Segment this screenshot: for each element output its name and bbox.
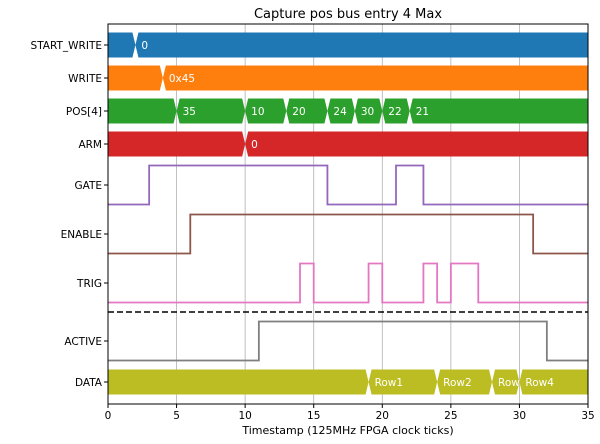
bus-segment [327, 98, 355, 124]
x-tick-label: 0 [105, 410, 112, 422]
chart-title: Capture pos bus entry 4 Max [254, 7, 442, 22]
bus-value-label: 22 [388, 106, 401, 118]
signal-label: ACTIVE [64, 336, 102, 348]
x-tick-label: 25 [444, 410, 457, 422]
bus-value-label: 20 [292, 106, 305, 118]
signal-labels: START_WRITE WRITE POS[4] ARM GATE ENABLE TRIG A… [31, 40, 108, 389]
x-tick-label: 35 [581, 410, 594, 422]
bus-value-label: 30 [361, 106, 374, 118]
bit-waveform [108, 213, 588, 255]
signal-label: ARM [78, 139, 102, 151]
bus-segment [492, 369, 520, 395]
bus-segment [286, 98, 328, 124]
bus-value-label: 0 [141, 40, 148, 52]
plot-frame [107, 23, 589, 405]
bus-segment [368, 369, 438, 395]
bit-waveform [108, 320, 588, 362]
x-axis-label: Timestamp (125MHz FPGA clock ticks) [241, 424, 453, 437]
signal-label: DATA [75, 377, 103, 389]
bus-segment [135, 32, 588, 58]
bus-segment [245, 98, 287, 124]
bus-segment [519, 369, 588, 395]
x-axis: 0 5 10 15 20 25 30 35 [105, 404, 595, 422]
signal-label: POS[4] [66, 106, 102, 118]
signal-label: START_WRITE [31, 40, 102, 52]
bus-value-label: Row2 [443, 377, 472, 389]
bus-value-label: 24 [333, 106, 347, 118]
bus-value-label: 35 [183, 106, 196, 118]
signal-label: ENABLE [61, 229, 102, 241]
bus-segment [245, 131, 588, 157]
signal-label: GATE [74, 180, 102, 192]
bus-segment [382, 98, 410, 124]
bus-segment [409, 98, 588, 124]
bus-segment [176, 98, 246, 124]
x-tick-label: 15 [307, 410, 320, 422]
x-tick-label: 30 [513, 410, 526, 422]
bus-segment [108, 32, 136, 58]
bus-value-label: Row1 [375, 377, 404, 389]
x-tick-label: 20 [376, 410, 389, 422]
bus-value-label: Row3 [498, 377, 527, 389]
bus-value-label: Row4 [525, 377, 554, 389]
bus-value-label: 10 [251, 106, 264, 118]
bus-segment [108, 98, 177, 124]
bus-segment [354, 98, 383, 124]
x-tick-label: 10 [238, 410, 251, 422]
bus-segment [108, 65, 163, 91]
bus-value-label: 0 [251, 139, 258, 151]
bus-segment [108, 131, 246, 157]
signal-label: WRITE [68, 73, 102, 85]
signal-label: TRIG [76, 278, 102, 290]
bit-waveform [108, 262, 588, 304]
bus-segment [108, 369, 369, 395]
bus-value-label: 21 [416, 106, 429, 118]
bit-waveform [108, 164, 588, 206]
x-tick-label: 5 [173, 410, 180, 422]
bus-segment [437, 369, 492, 395]
bus-segment [162, 65, 588, 91]
bus-value-label: 0x45 [169, 73, 195, 85]
